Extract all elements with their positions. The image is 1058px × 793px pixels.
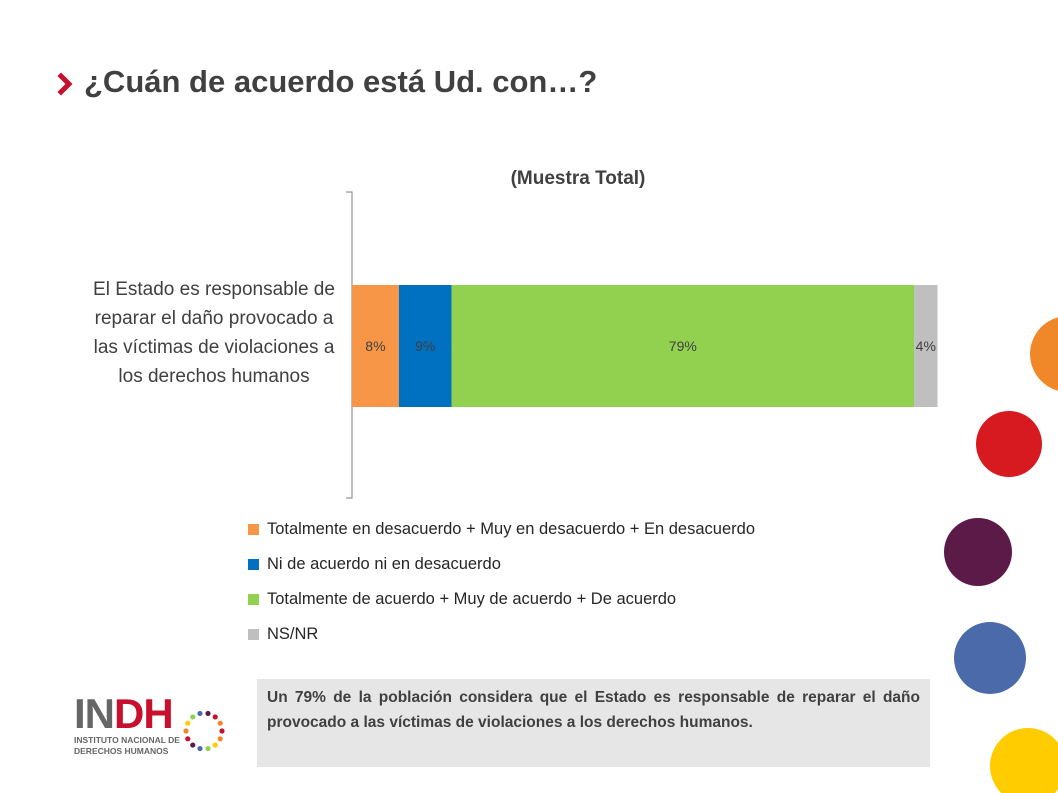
logo-dots-ring-icon bbox=[183, 710, 225, 752]
chevron-right-icon bbox=[57, 72, 73, 96]
legend-swatch-disagree bbox=[248, 524, 259, 535]
data-label-0: 8% bbox=[365, 338, 385, 354]
logo-dot bbox=[183, 728, 189, 734]
legend-label-disagree: Totalmente en desacuerdo + Muy en desacu… bbox=[267, 520, 755, 538]
chart-legend: Totalmente en desacuerdo + Muy en desacu… bbox=[248, 512, 755, 652]
logo-subtitle-line1: INSTITUTO NACIONAL DE bbox=[74, 735, 180, 745]
bar-segment-0 bbox=[352, 285, 399, 407]
summary-text: Un 79% de la población considera que el … bbox=[267, 689, 920, 731]
logo-word-in: IN bbox=[74, 690, 115, 737]
legend-swatch-nsnr bbox=[248, 629, 259, 640]
logo-dot bbox=[185, 736, 191, 742]
logo-dot bbox=[197, 745, 203, 752]
data-label-1: 9% bbox=[415, 338, 435, 354]
logo-word-dh: DH bbox=[114, 690, 174, 737]
logo-dot bbox=[185, 720, 191, 726]
logo-dot bbox=[197, 710, 203, 717]
legend-swatch-agree bbox=[248, 594, 259, 605]
legend-item-agree: Totalmente de acuerdo + Muy de acuerdo +… bbox=[248, 582, 755, 617]
data-label-2: 79% bbox=[669, 338, 697, 354]
logo-dot bbox=[212, 742, 218, 748]
indh-logo: INDH INSTITUTO NACIONAL DE DERECHOS HUMA… bbox=[70, 690, 230, 765]
summary-box: Un 79% de la población considera que el … bbox=[257, 679, 930, 767]
logo-dot bbox=[219, 728, 225, 734]
logo-dot bbox=[217, 720, 223, 726]
page-title: ¿Cuán de acuerdo está Ud. con…? bbox=[84, 64, 598, 99]
bar-segment-1 bbox=[398, 285, 452, 407]
logo-wordmark: INDH bbox=[74, 689, 174, 739]
legend-label-nsnr: NS/NR bbox=[267, 625, 319, 643]
legend-label-agree: Totalmente de acuerdo + Muy de acuerdo +… bbox=[267, 590, 677, 608]
logo-dot bbox=[217, 736, 223, 742]
legend-item-neutral: Ni de acuerdo ni en desacuerdo bbox=[248, 547, 755, 582]
bar-segment-2 bbox=[451, 285, 915, 407]
bar-segment-3 bbox=[914, 285, 938, 407]
logo-subtitle-line2: DERECHOS HUMANOS bbox=[74, 746, 169, 756]
logo-dot bbox=[212, 714, 218, 720]
category-label: El Estado es responsable de reparar el d… bbox=[93, 279, 335, 387]
logo-dot bbox=[205, 710, 211, 717]
logo-dot bbox=[190, 742, 196, 748]
data-label-3: 4% bbox=[916, 338, 936, 354]
logo-dot bbox=[190, 714, 196, 720]
legend-item-nsnr: NS/NR bbox=[248, 617, 755, 652]
chart-title: (Muestra Total) bbox=[510, 168, 646, 189]
logo-dot bbox=[205, 745, 211, 752]
logo-subtitle: INSTITUTO NACIONAL DE DERECHOS HUMANOS bbox=[74, 735, 180, 757]
legend-item-disagree: Totalmente en desacuerdo + Muy en desacu… bbox=[248, 512, 755, 547]
legend-label-neutral: Ni de acuerdo ni en desacuerdo bbox=[267, 555, 501, 573]
legend-swatch-neutral bbox=[248, 559, 259, 570]
y-axis-line bbox=[346, 191, 353, 499]
